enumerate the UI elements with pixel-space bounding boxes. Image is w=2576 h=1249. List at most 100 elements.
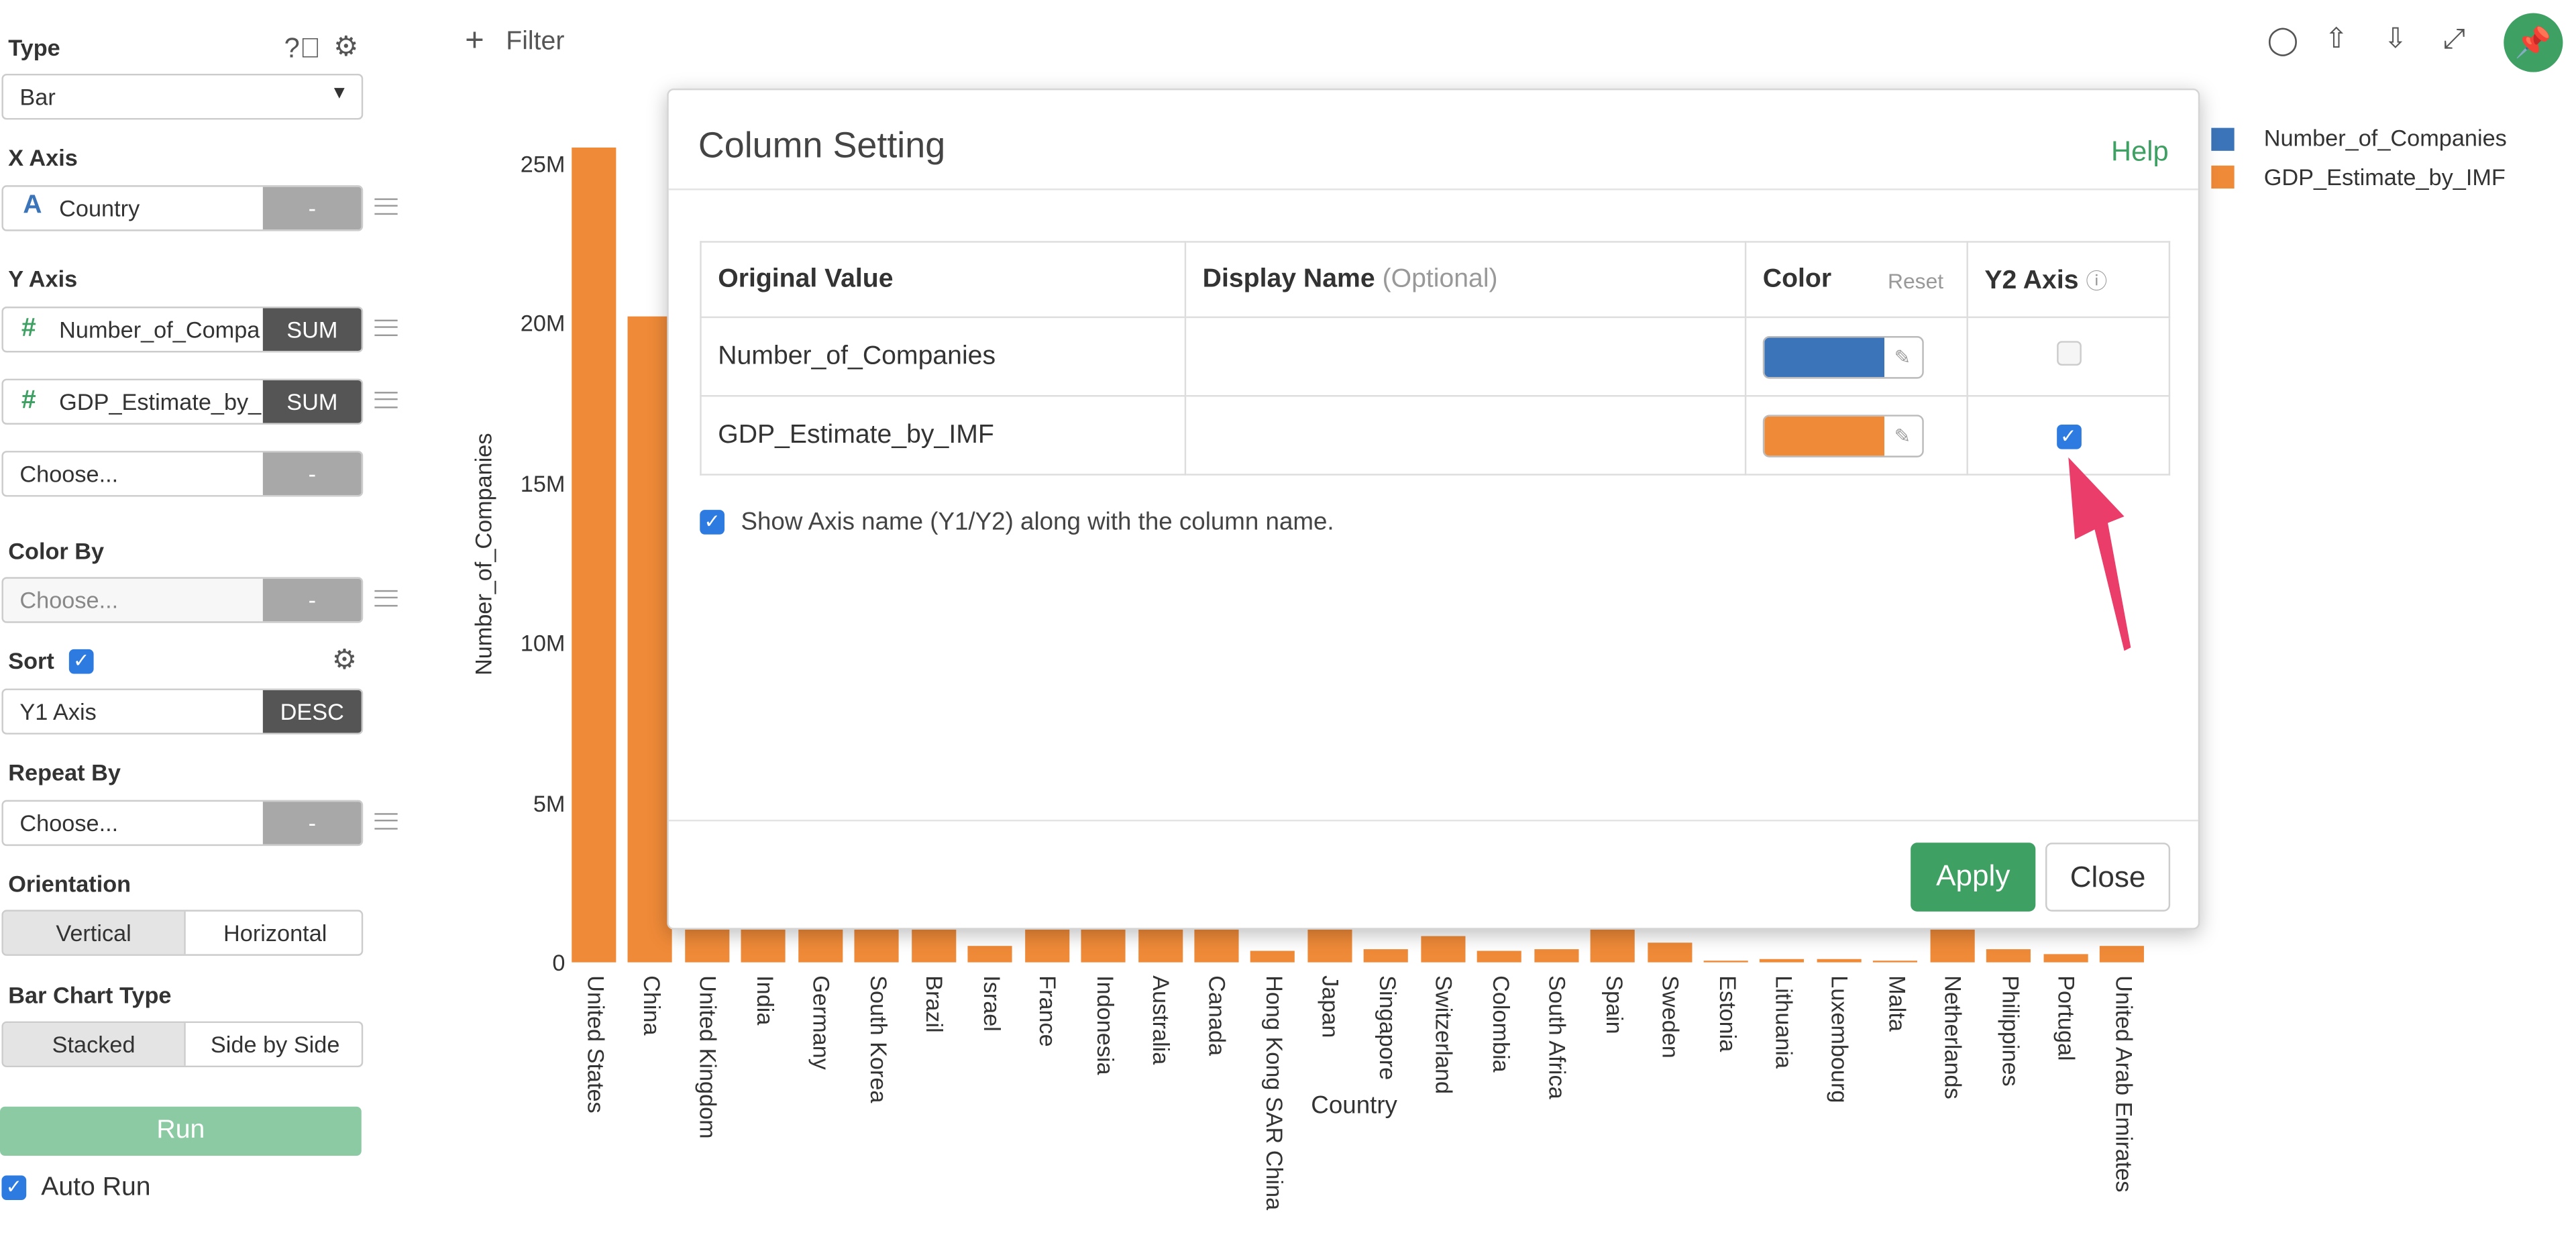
sort-heading: Sort <box>8 647 54 674</box>
drag-handle-icon[interactable] <box>374 813 398 830</box>
x-tick-label: Spain <box>1601 975 1627 1034</box>
drag-handle-icon[interactable] <box>374 319 398 337</box>
bar-type-side-by-side[interactable]: Side by Side <box>184 1023 361 1066</box>
x-axis-field-name: Country <box>59 195 140 221</box>
chart-bar[interactable] <box>684 930 730 963</box>
drag-handle-icon[interactable] <box>374 392 398 409</box>
y-axis-choose-agg[interactable]: - <box>262 452 362 496</box>
column-table: Original Value Display Name (Optional) C… <box>700 241 2171 476</box>
plus-icon[interactable]: + <box>465 23 484 59</box>
y-axis-choose-field[interactable]: Choose... - <box>1 451 364 497</box>
chart-bar[interactable] <box>1137 930 1183 963</box>
x-tick-label: Indonesia <box>1091 975 1118 1075</box>
y-tick-label: 20M <box>520 309 566 337</box>
repeat-by-field[interactable]: Choose... - <box>1 800 364 847</box>
y-axis-heading: Y Axis <box>8 265 78 292</box>
chart-bar[interactable] <box>1364 949 1409 963</box>
orientation-horizontal[interactable]: Horizontal <box>184 911 361 955</box>
upload-icon[interactable]: ⇧ <box>2324 23 2349 54</box>
chart-bar[interactable] <box>572 147 616 963</box>
chart-bar[interactable] <box>1930 930 1975 963</box>
repeat-by-agg[interactable]: - <box>262 802 362 845</box>
display-name-input[interactable] <box>1184 395 1747 476</box>
y-axis-field-1[interactable]: Number_of_Compa # SUM <box>1 307 364 353</box>
display-name-input[interactable] <box>1184 316 1747 397</box>
chart-bar[interactable] <box>1986 949 2031 963</box>
color-picker[interactable]: ✎ <box>1762 335 1924 378</box>
gear-icon[interactable]: ⚙ <box>331 644 358 675</box>
drag-handle-icon[interactable] <box>374 590 398 607</box>
auto-run-checkbox[interactable]: ✓ <box>1 1175 27 1201</box>
x-axis-agg[interactable]: - <box>262 186 362 230</box>
color-by-field[interactable]: Choose... - <box>1 577 364 623</box>
y-axis-field-2-agg[interactable]: SUM <box>262 380 362 423</box>
color-by-agg[interactable]: - <box>262 578 362 622</box>
divider <box>668 820 2198 822</box>
chart-bar[interactable] <box>2043 954 2088 963</box>
chart-bar[interactable] <box>2100 946 2145 963</box>
orientation-vertical[interactable]: Vertical <box>3 911 184 955</box>
legend-item[interactable]: Number_of_Companies <box>2263 124 2507 151</box>
expand-icon[interactable]: ⤢ <box>2443 23 2465 54</box>
run-button[interactable]: Run <box>0 1106 362 1156</box>
chart-bar[interactable] <box>911 930 956 963</box>
pin-icon[interactable]: 📌 <box>2504 13 2563 72</box>
chart-bar[interactable] <box>1590 930 1635 963</box>
y-tick-label: 0 <box>552 949 566 976</box>
comment-icon[interactable]: ◯ <box>2267 24 2299 56</box>
y2-checkbox[interactable] <box>2055 340 2081 365</box>
chart-bar[interactable] <box>1477 951 1522 963</box>
sort-checkbox[interactable]: ✓ <box>68 649 94 674</box>
x-tick-label: Canada <box>1205 975 1232 1056</box>
x-tick-label: Hong Kong SAR China <box>1261 975 1288 1211</box>
x-axis-field[interactable]: Country A - <box>1 185 364 231</box>
sort-field[interactable]: Y1 Axis DESC <box>1 688 364 735</box>
y-axis-field-1-agg[interactable]: SUM <box>262 308 362 351</box>
chart-bar[interactable] <box>1703 961 1748 963</box>
header-color: Color Reset <box>1744 241 1968 319</box>
help-icon[interactable]: ?⃝ <box>284 32 321 64</box>
chart-bar[interactable] <box>1817 959 1862 963</box>
chart-bar[interactable] <box>967 946 1012 963</box>
bar-type-heading: Bar Chart Type <box>8 981 172 1009</box>
chart-bar[interactable] <box>1534 949 1578 963</box>
bar-type-stacked[interactable]: Stacked <box>3 1023 184 1066</box>
color-picker[interactable]: ✎ <box>1762 414 1924 457</box>
orientation-toggle: Vertical Horizontal <box>1 910 364 956</box>
filter-button[interactable]: Filter <box>506 28 565 56</box>
legend-item[interactable]: GDP_Estimate_by_IMF <box>2263 164 2506 191</box>
reset-link[interactable]: Reset <box>1887 268 1944 294</box>
help-link[interactable]: Help <box>2111 135 2169 168</box>
y-axis-field-2[interactable]: GDP_Estimate_by_ # SUM <box>1 378 364 425</box>
y-tick-label: 5M <box>533 790 566 817</box>
chart-bar[interactable] <box>1081 930 1126 963</box>
chart-bar[interactable] <box>1024 930 1069 963</box>
y2-checkbox[interactable]: ✓ <box>2055 423 2081 449</box>
chart-bar[interactable] <box>741 930 786 963</box>
show-axis-name-checkbox[interactable]: ✓ <box>700 510 725 535</box>
download-icon[interactable]: ⇩ <box>2383 23 2408 54</box>
eyedropper-icon: ✎ <box>1894 345 1911 368</box>
chart-bar[interactable] <box>1307 930 1352 963</box>
chart-bar[interactable] <box>1250 951 1295 963</box>
gear-icon[interactable]: ⚙ <box>333 31 359 62</box>
help-icon[interactable]: ⓘ <box>2086 268 2108 293</box>
chart-type-select[interactable]: Bar ▼ <box>1 73 364 120</box>
apply-button[interactable]: Apply <box>1911 843 2036 912</box>
chart-bar[interactable] <box>628 316 673 963</box>
x-tick-label: Australia <box>1148 975 1175 1065</box>
close-button[interactable]: Close <box>2045 843 2171 912</box>
chart-bar[interactable] <box>798 930 843 963</box>
header-display: Display Name (Optional) <box>1184 241 1747 319</box>
x-tick-label: Japan <box>1318 975 1345 1038</box>
show-axis-name-label: Show Axis name (Y1/Y2) along with the co… <box>741 508 1334 537</box>
x-tick-label: Netherlands <box>1940 975 1968 1099</box>
sort-direction[interactable]: DESC <box>262 690 362 733</box>
drag-handle-icon[interactable] <box>374 198 398 215</box>
chart-bar[interactable] <box>1420 936 1465 963</box>
chart-bar[interactable] <box>1873 961 1918 963</box>
chart-bar[interactable] <box>1647 942 1692 963</box>
chart-bar[interactable] <box>1760 959 1805 963</box>
chart-bar[interactable] <box>1194 930 1239 963</box>
chart-bar[interactable] <box>855 930 900 963</box>
